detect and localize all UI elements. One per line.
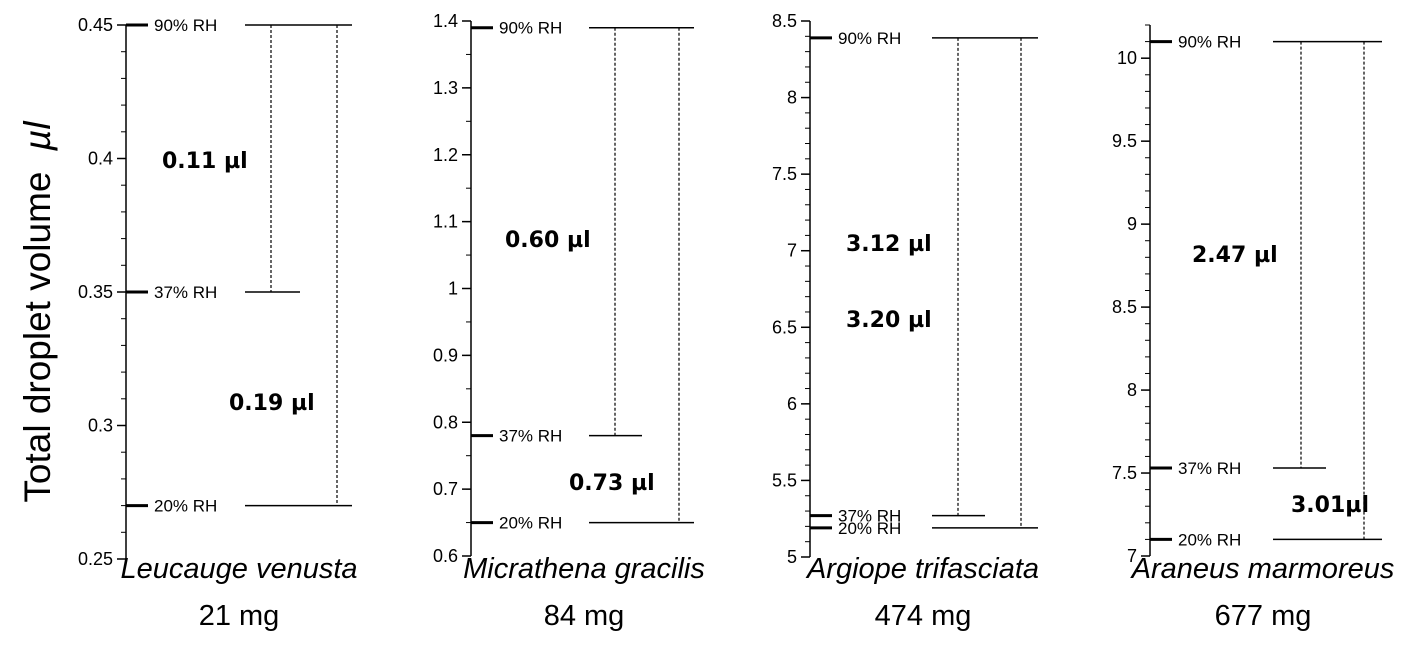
y-tick-label: 0.4 — [88, 149, 113, 169]
species-name: Araneus marmoreus — [1130, 553, 1395, 585]
y-tick-label: 0.25 — [78, 549, 113, 569]
y-tick-label: 5 — [787, 547, 797, 567]
species-mass: 21 mg — [199, 600, 280, 632]
rh-level-label: 90% RH — [1178, 33, 1241, 52]
y-tick-label: 10 — [1117, 48, 1137, 68]
rh-level-label: 37% RH — [154, 283, 217, 302]
volume-difference-label: 3.01µl — [1291, 493, 1369, 518]
y-tick-label: 1.3 — [433, 78, 458, 98]
y-tick-label: 8.5 — [1112, 297, 1137, 317]
y-tick-label: 5.5 — [772, 470, 797, 490]
y-tick-label: 8.5 — [772, 11, 797, 31]
chart-panel-4: 7 7.5 8 8.5 9 9.5 10 90% RH 37% RH 20% RH 2.47 µl 3… — [1112, 24, 1395, 632]
chart-panel-2: 0.6 0.7 0.8 0.9 1 1.1 1.2 1.3 1.4 90% RH 37% RH 20%… — [433, 11, 705, 632]
rh-level-label: 20% RH — [838, 519, 901, 538]
y-tick-label: 9 — [1127, 214, 1137, 234]
y-tick-label: 1.4 — [433, 11, 458, 31]
rh-level-label: 20% RH — [499, 514, 562, 533]
y-tick-label: 1.2 — [433, 145, 458, 165]
rh-level-label: 90% RH — [154, 16, 217, 35]
y-tick-label: 6 — [787, 394, 797, 414]
rh-level-label: 90% RH — [838, 29, 901, 48]
species-mass: 677 mg — [1215, 600, 1312, 632]
y-tick-label: 0.6 — [433, 546, 458, 566]
y-tick-label: 0.9 — [433, 345, 458, 365]
y-tick-label: 0.7 — [433, 479, 458, 499]
volume-difference-label: 2.47 µl — [1192, 243, 1278, 268]
y-tick-label: 1.1 — [433, 212, 458, 232]
rh-level-label: 37% RH — [499, 427, 562, 446]
y-tick-label: 7.5 — [1112, 463, 1137, 483]
rh-level-label: 37% RH — [1178, 459, 1241, 478]
y-tick-label: 8 — [1127, 380, 1137, 400]
y-tick-label: 7 — [1127, 546, 1137, 566]
chart-panel-1: 0.25 0.3 0.35 0.4 0.45 90% RH 37% RH 20% RH 0.11… — [78, 15, 358, 632]
rh-level-label: 20% RH — [154, 497, 217, 516]
volume-difference-label: 0.60 µl — [505, 228, 591, 253]
rh-level-label: 37% RH — [838, 507, 901, 526]
species-mass: 474 mg — [875, 600, 972, 632]
volume-difference-label: 0.19 µl — [229, 391, 315, 416]
species-name: Argiope trifasciata — [805, 553, 1039, 585]
y-tick-label: 8 — [787, 88, 797, 108]
volume-difference-label: 3.12 µl — [846, 232, 932, 257]
y-tick-label: 0.35 — [78, 282, 113, 302]
y-tick-label: 7.5 — [772, 164, 797, 184]
y-tick-label: 9.5 — [1112, 131, 1137, 151]
species-name: Leucauge venusta — [120, 553, 357, 585]
y-tick-label: 0.3 — [88, 416, 113, 436]
y-tick-label: 1 — [448, 279, 458, 299]
y-tick-label: 7 — [787, 241, 797, 261]
volume-difference-label: 3.20 µl — [846, 308, 932, 333]
y-tick-label: 6.5 — [772, 317, 797, 337]
species-mass: 84 mg — [544, 600, 625, 632]
rh-level-label: 20% RH — [1178, 530, 1241, 549]
y-tick-label: 0.45 — [78, 15, 113, 35]
volume-difference-label: 0.11 µl — [162, 149, 248, 174]
rh-level-label: 90% RH — [499, 19, 562, 38]
species-name: Micrathena gracilis — [463, 553, 705, 585]
volume-difference-label: 0.73 µl — [569, 471, 655, 496]
y-tick-label: 0.8 — [433, 412, 458, 432]
